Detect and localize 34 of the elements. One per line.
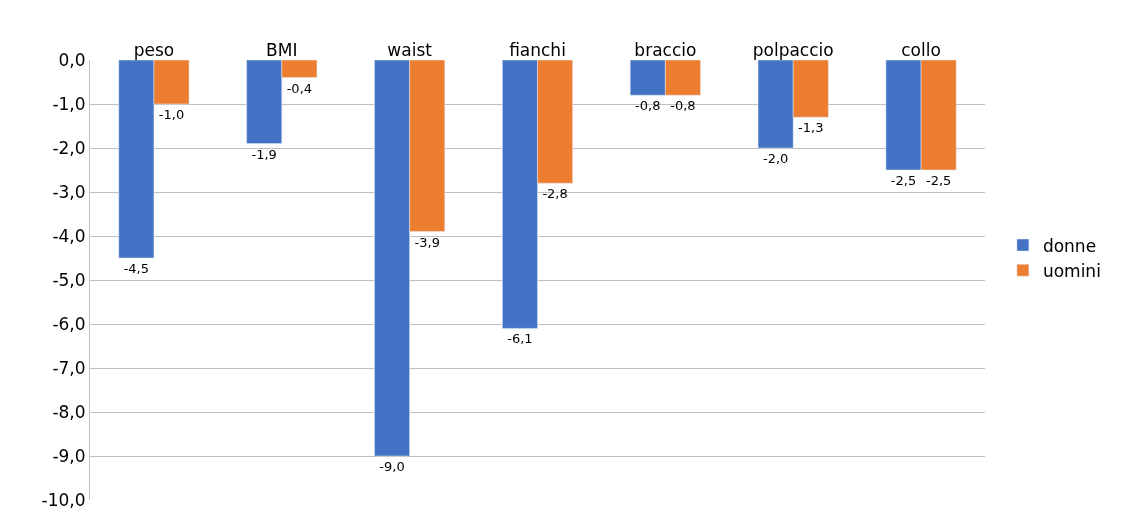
data-label: -3,9	[414, 234, 440, 250]
y-tick-label: -7,0	[52, 357, 86, 378]
legend-label: donne	[1042, 235, 1097, 256]
y-tick-label: -1,0	[52, 93, 86, 114]
x-tick-label: braccio	[634, 39, 697, 60]
x-tick-label: collo	[901, 39, 941, 60]
y-tick-label: -4,0	[52, 225, 86, 246]
data-label: -9,0	[379, 459, 405, 474]
legend-label: uomini	[1042, 260, 1101, 281]
data-label: -2,5	[890, 173, 917, 188]
y-tick-label: -5,0	[52, 269, 86, 290]
x-tick-label: polpaccio	[752, 39, 834, 60]
data-label: -2,8	[542, 186, 568, 202]
y-tick-label: -3,0	[52, 181, 86, 202]
data-label: -1,0	[158, 107, 185, 122]
y-tick-label: -10,0	[41, 489, 86, 510]
x-tick-label: BMI	[266, 39, 298, 60]
data-label: -0,8	[670, 98, 696, 114]
y-tick-label: -2,0	[52, 137, 86, 158]
data-label: -2,5	[925, 173, 952, 188]
y-tick-label: -6,0	[52, 313, 86, 334]
data-label: -0,4	[286, 80, 313, 96]
data-label: -6,1	[507, 331, 533, 347]
data-label: -1,3	[798, 120, 824, 136]
x-tick-label: fianchi	[509, 39, 566, 60]
x-tick-label: peso	[133, 39, 175, 60]
data-label: -2,0	[762, 151, 789, 166]
y-tick-label: 0,0	[58, 49, 86, 70]
data-label: -0,8	[635, 98, 661, 114]
data-label: -1,9	[251, 146, 277, 162]
y-tick-label: -9,0	[52, 445, 86, 466]
x-tick-label: waist	[387, 39, 433, 60]
data-label: -4,5	[123, 261, 150, 276]
y-tick-label: -8,0	[52, 401, 86, 422]
